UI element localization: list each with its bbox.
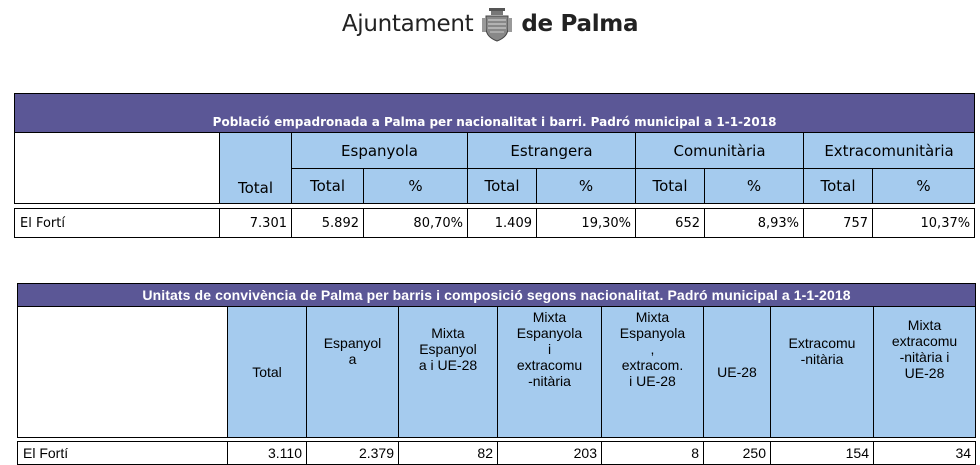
data-cell: 80,70%: [363, 208, 468, 238]
table-row: El Fortí 7.301 5.892 80,70% 1.409 19,30%…: [14, 208, 976, 238]
population-by-nationality-table: Població empadronada a Palma per naciona…: [13, 93, 976, 238]
data-cell: 652: [635, 208, 705, 238]
subheader-cell: %: [536, 168, 636, 204]
group-header-espanyola: Espanyola: [291, 132, 468, 169]
column-header: Total: [227, 306, 307, 438]
table1-title: Població empadronada a Palma per naciona…: [13, 93, 976, 133]
column-header: Mixta Espanyol a i UE-28: [398, 306, 498, 438]
subheader-cell: %: [363, 168, 468, 204]
subheader-cell: %: [871, 168, 976, 204]
table1-header-total: Total: [219, 132, 292, 204]
table2-title: Unitats de convivència de Palma per barr…: [16, 283, 977, 307]
palma-crest-icon: [482, 8, 513, 42]
data-cell: 19,30%: [536, 208, 636, 238]
subheader-cell: Total: [803, 168, 873, 204]
table2-corner-cell: [17, 306, 228, 438]
data-cell: 8: [601, 441, 704, 465]
data-cell: 10,37%: [871, 208, 976, 238]
table1-corner-cell: [14, 132, 220, 204]
ajuntament-logo: Ajuntament de Palma: [0, 6, 980, 42]
data-cell: 82: [398, 441, 498, 465]
data-cell: 757: [803, 208, 873, 238]
table-row: El Fortí 3.110 2.379 82 203 8 250 154 34: [17, 441, 977, 465]
column-header: UE-28: [703, 306, 771, 438]
group-header-estrangera: Estrangera: [467, 132, 636, 169]
logo-text-bold: de Palma: [521, 11, 639, 37]
column-header: Espanyol a: [306, 306, 399, 438]
data-cell: 34: [872, 441, 977, 465]
subheader-cell: Total: [291, 168, 364, 204]
data-cell: 7.301: [219, 208, 292, 238]
data-cell: 2.379: [306, 441, 399, 465]
row-name-cell: El Fortí: [14, 208, 220, 238]
data-cell: 5.892: [291, 208, 364, 238]
logo-text-regular: Ajuntament: [341, 11, 474, 37]
data-cell: 8,93%: [704, 208, 804, 238]
row-name-cell: El Fortí: [17, 441, 228, 465]
group-header-comunitaria: Comunitària: [635, 132, 804, 169]
subheader-cell: %: [704, 168, 804, 204]
data-cell: 203: [497, 441, 602, 465]
data-cell: 3.110: [227, 441, 307, 465]
data-cell: 250: [703, 441, 771, 465]
column-header: Mixta Espanyola i extracomu -nitària: [497, 306, 602, 438]
column-header: Extracomu -nitària: [770, 306, 874, 438]
subheader-cell: Total: [635, 168, 705, 204]
subheader-cell: Total: [467, 168, 537, 204]
households-composition-table: Unitats de convivència de Palma per barr…: [16, 283, 977, 465]
group-header-extracomunitaria: Extracomunitària: [802, 132, 976, 169]
column-header: Mixta extracomu -nitària i UE-28: [872, 306, 977, 438]
data-cell: 154: [770, 441, 874, 465]
column-header: Mixta Espanyola , extracom. i UE-28: [601, 306, 704, 438]
data-cell: 1.409: [467, 208, 537, 238]
